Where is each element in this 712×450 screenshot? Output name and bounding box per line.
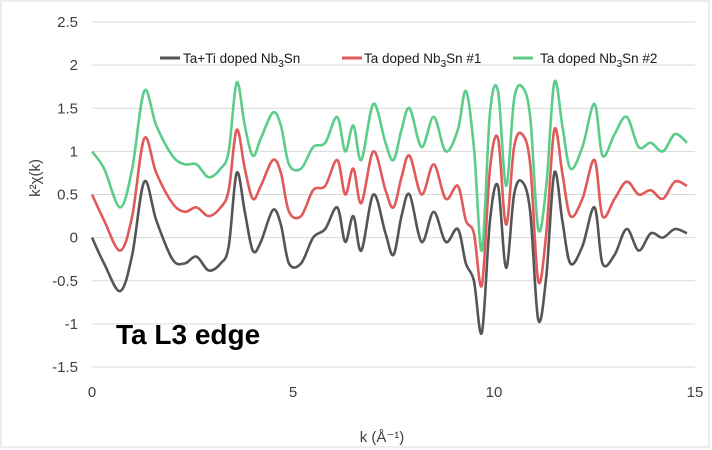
x-axis-ticks: 0 5 10 15	[88, 384, 704, 401]
y-tick-label: -1	[65, 316, 78, 333]
legend: Ta+Ti doped Nb3Sn Ta doped Nb3Sn #1 Ta d…	[160, 51, 657, 70]
legend-label-ta-2: Ta doped Nb3Sn #2	[540, 51, 657, 70]
legend-label-ta-ti: Ta+Ti doped Nb3Sn	[183, 51, 300, 70]
x-tick-label: 10	[486, 384, 503, 401]
edge-annotation: Ta L3 edge	[116, 319, 260, 350]
legend-label-ta-1: Ta doped Nb3Sn #1	[364, 51, 481, 70]
series-line-ta-doped-2	[90, 79, 688, 252]
x-axis-title: k (Å⁻¹)	[360, 429, 405, 446]
y-tick-label: 0.5	[57, 187, 78, 204]
y-tick-label: 1	[70, 143, 78, 160]
y-tick-label: 2.5	[57, 14, 78, 31]
y-axis-title: k²χ(k)	[27, 159, 44, 197]
series-line-ta-doped-1	[90, 126, 688, 288]
series-lines	[90, 79, 688, 336]
y-axis-ticks: 2.5 2 1.5 1 0.5 0 -0.5 -1 -1.5	[52, 14, 78, 376]
gridlines	[92, 21, 695, 368]
x-tick-label: 5	[289, 384, 297, 401]
y-tick-label: 0	[70, 230, 78, 247]
y-tick-label: 2	[70, 57, 78, 74]
y-tick-label: -0.5	[52, 273, 78, 290]
y-tick-label: -1.5	[52, 359, 78, 376]
y-tick-label: 1.5	[57, 100, 78, 117]
x-tick-label: 0	[88, 384, 96, 401]
series-line-ta-ti-doped	[90, 170, 688, 336]
x-tick-label: 15	[687, 384, 704, 401]
